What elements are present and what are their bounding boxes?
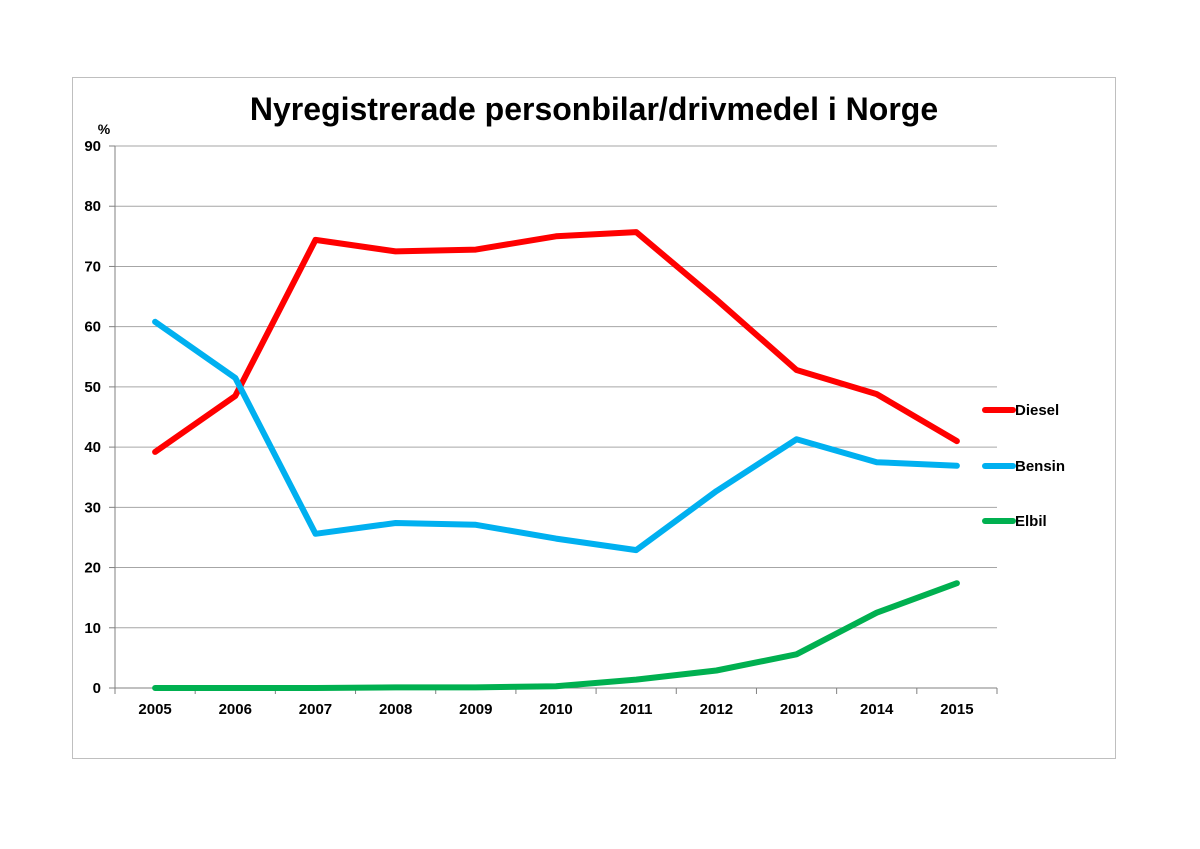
series-lines [152,229,960,691]
y-tick-label: 70 [84,258,101,275]
y-tick-label: 40 [84,439,101,456]
y-tick-label: 10 [84,620,101,637]
x-tick-label: 2008 [379,701,412,718]
y-axis-unit-label: % [98,121,111,137]
chart-frame [72,77,1116,759]
chart-title: Nyregistrerade personbilar/drivmedel i N… [250,91,938,127]
series-line-elbil [152,580,960,691]
legend-label-diesel: Diesel [1015,402,1059,419]
y-tick-label: 30 [84,499,101,516]
x-tick-label: 2006 [219,701,252,718]
x-tick-label: 2015 [940,701,973,718]
x-tick-label: 2010 [539,701,572,718]
y-tick-label: 0 [93,680,101,697]
y-tick-label: 60 [84,319,101,336]
legend: Diesel Bensin Elbil [982,402,1065,530]
legend-label-elbil: Elbil [1015,513,1047,530]
axes: 0 10 20 30 40 50 60 70 80 90 2005 2006 2007 2008 2009 2… [84,138,998,718]
x-tick-label: 2005 [138,701,171,718]
y-tick-label: 50 [84,379,101,396]
x-tick-label: 2014 [860,701,894,718]
x-tick-label: 2007 [299,701,332,718]
x-tick-label: 2013 [780,701,813,718]
x-tick-label: 2012 [700,701,733,718]
y-tick-label: 90 [84,138,101,155]
y-tick-label: 20 [84,560,101,577]
gridlines [115,145,997,629]
legend-label-bensin: Bensin [1015,458,1065,475]
y-tick-label: 80 [84,198,101,215]
series-line-bensin [152,318,960,554]
x-tick-label: 2009 [459,701,492,718]
series-line-diesel [152,229,960,455]
x-tick-label: 2011 [620,701,653,718]
